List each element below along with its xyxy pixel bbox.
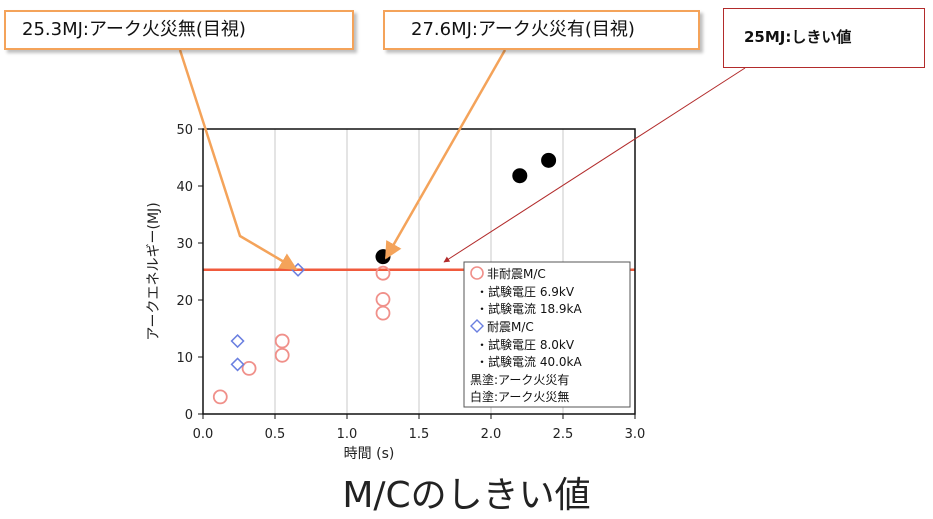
- point-fire: [512, 168, 528, 184]
- point-non-seismic: [274, 347, 290, 363]
- x-tick-label: 0.5: [265, 427, 286, 442]
- legend: 非耐震M/C ・試験電圧 6.9kV ・試験電流 18.9kA 耐震M/C ・試…: [463, 261, 631, 408]
- legend-diamond-marker: [470, 319, 484, 333]
- x-axis-label: 時間 (s): [344, 446, 395, 462]
- legend-non-seismic: 非耐震M/C: [487, 267, 546, 281]
- callout-arrow-threshold: [443, 67, 746, 263]
- point-non-seismic: [241, 360, 257, 376]
- point-non-seismic: [212, 389, 228, 405]
- y-tick-label: 50: [176, 123, 193, 138]
- y-axis-label: アークエネルギー(MJ): [146, 202, 162, 340]
- legend-filled: 黒塗:アーク火災有: [470, 372, 569, 387]
- legend-open-circle-marker: [470, 266, 484, 280]
- callout-arrow-no-fire: [178, 49, 298, 271]
- x-tick-label: 3.0: [625, 427, 646, 442]
- legend-ns-voltage: ・試験電圧 6.9kV: [476, 284, 575, 299]
- point-non-seismic: [375, 292, 391, 307]
- x-tick-label: 2.0: [481, 427, 502, 442]
- axis-ticks: 0.0 0.5 1.0 1.5 2.0 2.5 3.0 0 10 20 30 40 50: [176, 123, 645, 442]
- callout-no-fire: 25.3MJ:アーク火災無(目視): [4, 10, 354, 50]
- callout-fire: 27.6MJ:アーク火災有(目視): [383, 10, 700, 50]
- callout-threshold: 25MJ:しきい値: [723, 8, 925, 68]
- legend-ns-current: ・試験電流 18.9kA: [476, 301, 582, 316]
- point-seismic: [230, 357, 245, 372]
- point-fire: [375, 249, 391, 265]
- y-tick-label: 40: [176, 180, 193, 195]
- point-non-seismic: [375, 305, 391, 321]
- point-non-seismic: [375, 265, 391, 281]
- x-tick-label: 1.5: [409, 427, 430, 442]
- y-tick-label: 0: [185, 408, 193, 423]
- point-seismic: [230, 333, 245, 349]
- x-tick-label: 1.0: [337, 427, 358, 442]
- y-tick-label: 20: [176, 294, 193, 309]
- y-tick-label: 30: [176, 237, 193, 252]
- legend-s-voltage: ・試験電圧 8.0kV: [476, 337, 575, 352]
- chart-caption: M/Cのしきい値: [342, 475, 591, 516]
- callout-arrow-fire: [384, 49, 507, 260]
- x-tick-label: 2.5: [553, 427, 574, 442]
- legend-seismic: 耐震M/C: [487, 320, 534, 334]
- x-tick-label: 0.0: [193, 427, 214, 442]
- point-non-seismic: [274, 333, 290, 349]
- y-tick-label: 10: [176, 351, 193, 366]
- legend-open: 白塗:アーク火災無: [470, 389, 569, 404]
- legend-s-current: ・試験電流 40.0kA: [476, 354, 582, 369]
- point-fire: [541, 152, 557, 168]
